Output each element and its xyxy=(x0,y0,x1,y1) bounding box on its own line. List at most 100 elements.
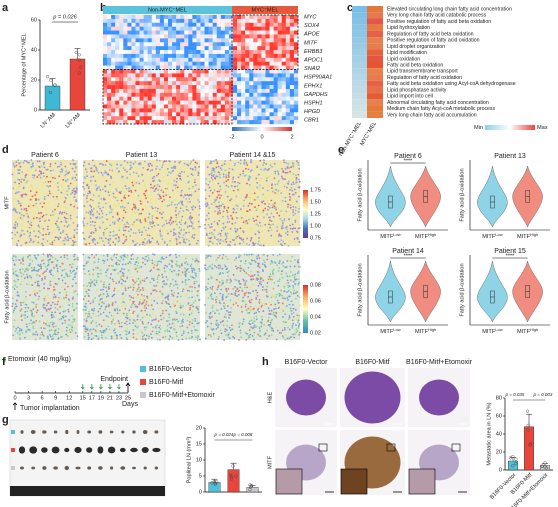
heatmap-cell xyxy=(269,100,274,105)
heatmap-cell xyxy=(139,57,144,62)
heatmap-cell xyxy=(103,42,108,47)
spot xyxy=(148,219,151,222)
spot xyxy=(32,301,35,304)
heatmap-cell xyxy=(151,88,157,94)
heatmap-cell xyxy=(285,69,291,74)
spot xyxy=(214,203,217,206)
heatmap-cell xyxy=(212,65,217,70)
heatmap-cell xyxy=(245,53,250,59)
spot xyxy=(241,300,244,302)
spot xyxy=(236,235,239,238)
spot xyxy=(263,216,265,219)
spot xyxy=(151,330,154,333)
spot xyxy=(43,166,46,169)
spot xyxy=(144,316,146,318)
spot xyxy=(245,243,248,245)
spot xyxy=(42,323,45,326)
spot xyxy=(158,260,160,263)
spot xyxy=(253,198,256,201)
spot xyxy=(23,314,25,316)
spot xyxy=(278,233,281,236)
spot xyxy=(57,282,60,285)
heatmap-cell xyxy=(233,50,238,55)
spot xyxy=(45,270,47,273)
heatmap-cell xyxy=(253,77,258,82)
heatmap-cell xyxy=(237,108,242,113)
heatmap-cell xyxy=(261,69,266,74)
spot xyxy=(42,172,45,175)
spot xyxy=(120,164,123,166)
spot xyxy=(62,310,65,313)
spot xyxy=(128,322,131,325)
term-label: Positive regulation of fatty acid oxidat… xyxy=(387,38,480,44)
spot xyxy=(243,286,246,289)
spot xyxy=(285,226,288,228)
heatmap-cell xyxy=(289,46,295,51)
spot xyxy=(295,236,298,239)
spot xyxy=(162,280,164,283)
spot xyxy=(143,188,145,191)
spot xyxy=(254,233,257,236)
spot xyxy=(237,176,240,179)
gene-label: MITF xyxy=(304,40,318,46)
heatmap-cell xyxy=(237,92,242,97)
spot xyxy=(138,229,140,232)
heatmap-cell xyxy=(163,85,169,90)
spot xyxy=(281,165,284,168)
spot xyxy=(271,293,274,296)
spot xyxy=(153,300,156,302)
heatmap-cell xyxy=(147,38,152,43)
spot xyxy=(295,324,297,327)
heatmap-cell xyxy=(115,34,120,39)
spot xyxy=(45,168,48,171)
spot xyxy=(35,319,38,322)
spot xyxy=(144,198,147,201)
spot xyxy=(149,194,151,197)
spot xyxy=(233,238,236,241)
spot xyxy=(25,207,28,210)
spot xyxy=(277,193,280,196)
spot xyxy=(86,195,89,197)
spot xyxy=(63,216,66,219)
spot xyxy=(88,185,90,188)
heatmap-cell xyxy=(139,85,144,90)
spot xyxy=(112,329,115,332)
spot xyxy=(89,204,92,207)
heatmap-cell xyxy=(119,69,124,74)
heatmap-cell xyxy=(224,96,230,101)
heat-cell xyxy=(367,12,383,19)
y-tick-label: 20 xyxy=(31,77,37,83)
heatmap-cell xyxy=(257,81,262,86)
heatmap-cell xyxy=(119,57,124,62)
spot xyxy=(192,185,194,188)
spot xyxy=(127,223,130,225)
heatmap-cell xyxy=(163,69,169,74)
heatmap-cell xyxy=(196,50,201,55)
heatmap-cell xyxy=(184,104,189,109)
heatmap-cell xyxy=(151,77,157,82)
spot xyxy=(51,321,54,324)
heatmap-cell xyxy=(200,112,205,117)
spot xyxy=(55,265,58,268)
heatmap-cell xyxy=(131,38,136,43)
spot xyxy=(143,306,146,309)
spot xyxy=(220,204,223,207)
spot xyxy=(236,229,238,232)
spot xyxy=(172,165,175,168)
spot xyxy=(135,172,138,175)
spot xyxy=(73,273,76,276)
spot xyxy=(93,283,95,285)
spot xyxy=(228,220,231,223)
spot xyxy=(118,170,121,173)
spot xyxy=(32,165,35,167)
spot xyxy=(52,325,55,328)
heatmap-cell xyxy=(196,57,201,62)
heatmap-cell xyxy=(119,104,124,109)
spot xyxy=(252,187,254,189)
spot xyxy=(126,277,129,280)
spot xyxy=(138,266,141,269)
spot xyxy=(167,232,169,235)
spot xyxy=(41,279,43,282)
heatmap-cell xyxy=(261,22,266,27)
spot xyxy=(133,244,136,247)
